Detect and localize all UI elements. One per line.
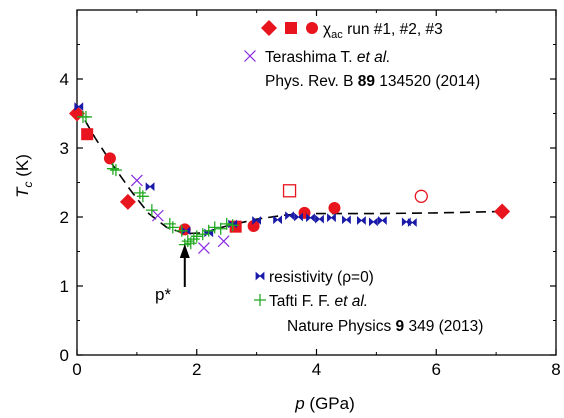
legend-bowtie-marker — [255, 271, 265, 281]
point-resistivity — [273, 215, 282, 225]
point-resistivity — [74, 102, 84, 111]
point-tafti — [163, 217, 176, 230]
guide-line-layer — [76, 106, 503, 235]
legend-tafti-pages: 349 (2013) — [404, 318, 483, 335]
point-resistivity — [407, 218, 417, 227]
point-tafti — [175, 224, 188, 237]
point-tafti — [109, 164, 122, 177]
point-chi_run3 — [247, 219, 260, 232]
legend-terashima-line2: Phys. Rev. B 89 134520 (2014) — [265, 73, 480, 90]
point-resistivity — [342, 215, 351, 225]
x-tick-label: 4 — [312, 360, 321, 379]
legend-tafti-author: Tafti F. F. — [269, 293, 334, 310]
point-terashima — [130, 174, 143, 187]
point-terashima — [198, 242, 210, 254]
p-star-label: p* — [155, 285, 171, 304]
p-star-arrow-head — [179, 244, 190, 258]
legend-square-marker — [285, 22, 297, 34]
y-tick-label: 4 — [60, 70, 69, 89]
axes: 0 2 4 6 8 0 1 2 3 4 — [60, 9, 561, 379]
legend-x-marker — [244, 50, 256, 62]
legend-diamond-marker — [261, 20, 277, 36]
point-resistivity — [377, 216, 387, 225]
legend-terashima-journal: Phys. Rev. B — [265, 73, 358, 90]
point-tafti — [181, 235, 194, 248]
legend-chi-sub: ac — [331, 29, 343, 41]
legend-tafti-line1: Tafti F. F. et al. — [269, 293, 368, 310]
x-axis-label: p (GPa) — [294, 394, 355, 413]
legend-terashima-volume: 89 — [358, 73, 376, 90]
y-tick-label: 1 — [60, 277, 69, 296]
point-chi_run1 — [119, 193, 136, 210]
point-tafti — [190, 230, 203, 243]
point-tafti — [79, 110, 92, 123]
legend-chi-symbol: χ — [323, 21, 331, 38]
point-tafti — [208, 221, 221, 234]
y-tick-label: 2 — [60, 208, 69, 227]
point-tafti — [136, 190, 149, 203]
y-tick-label: 0 — [60, 346, 69, 365]
legend-chi-label: χac run #1, #2, #3 — [323, 21, 443, 41]
point-tafti — [145, 204, 158, 217]
point-resistivity — [294, 212, 303, 222]
point-chi_run1 — [494, 203, 511, 220]
legend-plus-marker — [254, 294, 266, 306]
legend-terashima-author: Terashima T. — [265, 49, 357, 66]
point-chi_run2_open — [282, 184, 297, 198]
point-resistivity — [252, 216, 262, 225]
point-tafti — [133, 186, 146, 199]
point-tafti — [214, 222, 227, 235]
legend-circle-marker — [306, 22, 318, 34]
dashed-guide-line — [76, 106, 503, 235]
point-tafti — [220, 217, 233, 230]
point-chi_run3 — [103, 152, 116, 165]
point-resistivity — [306, 213, 315, 223]
point-tafti — [226, 219, 239, 232]
legend-tafti-etal: et al. — [334, 293, 368, 310]
x-tick-label: 8 — [551, 360, 560, 379]
point-chi_run3 — [328, 202, 341, 215]
point-resistivity — [327, 213, 336, 223]
y-axis-label: Tc (K) — [13, 154, 35, 198]
x-tick-label: 6 — [432, 360, 441, 379]
x-axis-label-symbol: p — [294, 394, 304, 413]
legend-terashima-pages: 134520 (2014) — [375, 73, 480, 90]
point-tafti — [166, 221, 179, 234]
point-resistivity — [368, 217, 378, 227]
x-tick-label: 2 — [192, 360, 201, 379]
data-points-layer — [69, 102, 511, 254]
point-resistivity — [357, 216, 366, 225]
point-chi_run2 — [81, 128, 94, 141]
legend-tafti-journal: Nature Physics — [287, 318, 396, 335]
legend-terashima-etal: et al. — [357, 49, 391, 66]
point-resistivity — [285, 211, 294, 221]
annotation-layer — [179, 244, 190, 287]
legend-terashima-line1: Terashima T. et al. — [265, 49, 391, 66]
y-axis-label-unit: (K) — [13, 154, 32, 181]
legend-chi-rest: run #1, #2, #3 — [343, 21, 443, 38]
y-axis-label-sub: c — [21, 182, 35, 188]
point-resistivity — [145, 182, 155, 192]
point-tafti — [187, 233, 200, 246]
point-tafti — [106, 162, 119, 175]
x-axis-label-unit: (GPa) — [305, 394, 355, 413]
point-resistivity — [315, 214, 324, 224]
legend-resistivity-label: resistivity (ρ=0) — [269, 269, 374, 286]
point-chi_run3_open — [414, 189, 428, 203]
legend-tafti-line2: Nature Physics 9 349 (2013) — [287, 318, 483, 335]
point-terashima — [217, 235, 230, 248]
legend-layer — [244, 20, 318, 306]
y-tick-label: 3 — [60, 139, 69, 158]
point-terashima — [151, 209, 164, 222]
y-axis-label-symbol: T — [13, 186, 32, 198]
legend-tafti-volume: 9 — [396, 318, 405, 335]
x-tick-label: 0 — [72, 360, 81, 379]
